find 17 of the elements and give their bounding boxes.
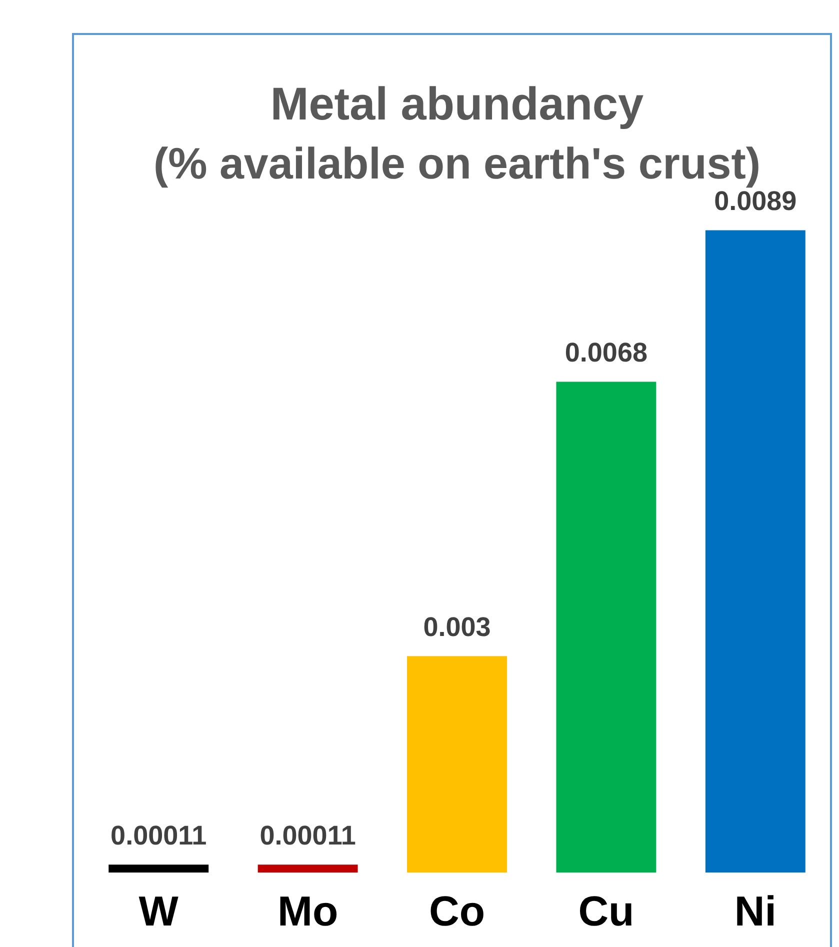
data-label: 0.0089 [714, 186, 797, 216]
bar [407, 656, 507, 873]
chart-subtitle: (% available on earth's crust) [153, 140, 761, 189]
chart-title: Metal abundancy [270, 77, 644, 130]
x-tick-label: Ni [734, 887, 776, 934]
bar [108, 864, 209, 873]
x-tick-label: Mo [277, 887, 338, 934]
bar [705, 230, 806, 873]
data-label: 0.00011 [260, 820, 356, 851]
x-tick-label: Cu [578, 887, 634, 934]
bar [556, 382, 656, 873]
bar [258, 864, 358, 873]
data-label: 0.0068 [564, 338, 648, 368]
data-label: 0.00011 [110, 820, 207, 851]
x-tick-label: W [138, 887, 179, 934]
x-tick-label: Co [429, 887, 485, 934]
data-label: 0.003 [423, 612, 491, 642]
